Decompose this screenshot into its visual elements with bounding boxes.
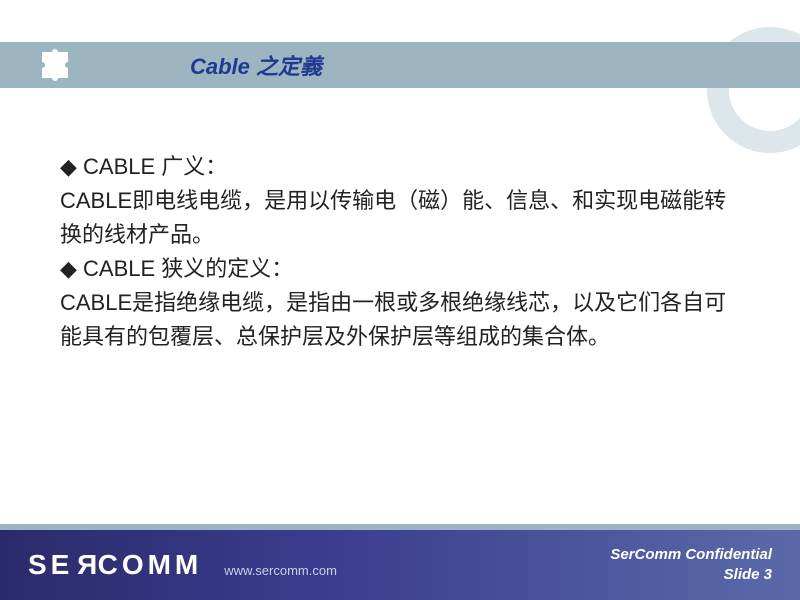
slide-number: Slide 3 xyxy=(610,565,772,585)
footer-right: SerComm Confidential Slide 3 xyxy=(610,545,772,586)
bullet-1-text: ◆ CABLE 广义： xyxy=(60,150,227,184)
bullet-heading-1: ◆ CABLE 广义： xyxy=(60,150,740,184)
title-bar: Cable 之定義 xyxy=(0,42,800,88)
bullet-heading-2: ◆ CABLE 狭义的定义： xyxy=(60,252,740,286)
paragraph-2: CABLE是指绝缘电缆，是指由一根或多根绝缘线芯，以及它们各自可能具有的包覆层、… xyxy=(60,286,740,354)
slide-content: ◆ CABLE 广义： CABLE即电线电缆，是用以传输电（磁）能、信息、和实现… xyxy=(60,150,740,355)
paragraph-1: CABLE即电线电缆，是用以传输电（磁）能、信息、和实现电磁能转换的线材产品。 xyxy=(60,184,740,252)
sercomm-logo: SERCOMM xyxy=(28,549,202,581)
puzzle-icon xyxy=(38,48,72,82)
ring-decoration xyxy=(700,20,800,160)
footer-url: www.sercomm.com xyxy=(224,563,337,578)
footer-bar: SERCOMM www.sercomm.com SerComm Confiden… xyxy=(0,530,800,600)
confidential-label: SerComm Confidential xyxy=(610,545,772,565)
slide-title: Cable 之定義 xyxy=(190,49,322,81)
bullet-2-text: ◆ CABLE 狭义的定义： xyxy=(60,252,293,286)
